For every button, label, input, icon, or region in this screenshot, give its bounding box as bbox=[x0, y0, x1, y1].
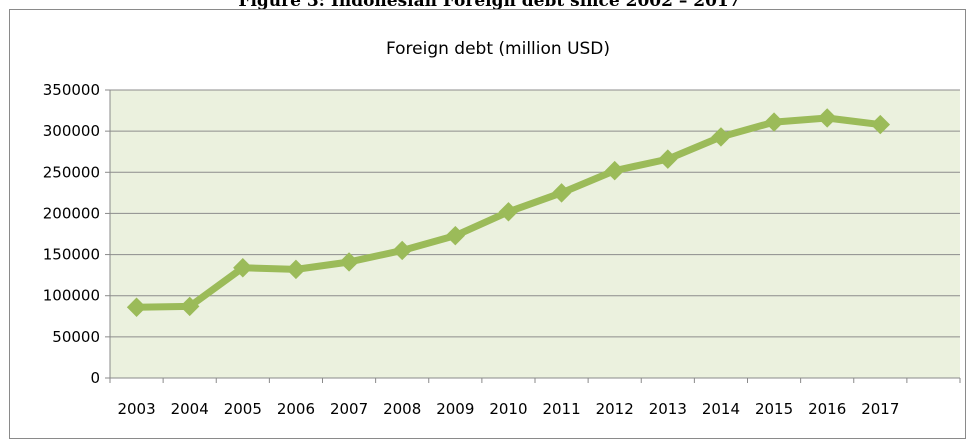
chart-title: Foreign debt (million USD) bbox=[386, 39, 610, 59]
x-tick-label: 2015 bbox=[755, 400, 793, 418]
data-point-marker bbox=[551, 183, 572, 203]
data-point-marker bbox=[870, 114, 891, 135]
x-tick-label: 2016 bbox=[808, 400, 846, 418]
y-tick-label: 200000 bbox=[43, 204, 100, 222]
x-tick-label: 2005 bbox=[224, 400, 262, 418]
line-chart: Foreign debt (million USD) 0 50000 100000 1… bbox=[43, 39, 961, 418]
y-tick-label: 300000 bbox=[43, 122, 100, 140]
plot-area bbox=[110, 90, 960, 378]
y-axis-ticks: 0 50000 100000 150000 200000 250000 300000 3500… bbox=[43, 81, 110, 387]
data-point-marker bbox=[126, 297, 147, 317]
x-tick-label: 2008 bbox=[383, 400, 421, 418]
x-axis-ticks: 2003 2004 2005 2006 2007 2008 2009 2010 2011 2012… bbox=[109, 378, 961, 418]
y-tick-label: 50000 bbox=[52, 328, 100, 346]
data-point-marker bbox=[498, 202, 519, 222]
x-tick-label: 2009 bbox=[436, 400, 474, 418]
data-point-marker bbox=[658, 149, 678, 169]
data-point-marker bbox=[817, 108, 837, 128]
data-point-marker bbox=[445, 225, 466, 246]
figure-caption: Figure 3: Indonesian Foreign debt since … bbox=[238, 0, 741, 11]
x-tick-label: 2003 bbox=[117, 400, 155, 418]
x-tick-label: 2006 bbox=[277, 400, 315, 418]
y-tick-label: 250000 bbox=[43, 163, 100, 181]
data-point-marker bbox=[339, 252, 359, 272]
y-tick-label: 0 bbox=[90, 369, 100, 387]
gridlines bbox=[110, 89, 960, 338]
y-tick-label: 100000 bbox=[43, 287, 100, 305]
x-tick-label: 2013 bbox=[649, 400, 687, 418]
x-tick-label: 2007 bbox=[330, 400, 368, 418]
data-point-marker bbox=[764, 112, 784, 132]
x-tick-label: 2012 bbox=[596, 400, 634, 418]
series-foreign-debt bbox=[126, 108, 891, 317]
x-tick-label: 2017 bbox=[861, 400, 899, 418]
data-point-marker bbox=[604, 160, 625, 181]
x-tick-label: 2014 bbox=[702, 400, 740, 418]
data-point-marker bbox=[392, 240, 412, 261]
y-tick-label: 150000 bbox=[43, 246, 100, 264]
data-point-marker bbox=[286, 259, 306, 280]
x-tick-label: 2010 bbox=[489, 400, 527, 418]
y-tick-label: 350000 bbox=[43, 81, 100, 99]
data-point-marker bbox=[233, 258, 253, 278]
data-point-marker bbox=[179, 296, 200, 317]
x-tick-label: 2004 bbox=[171, 400, 209, 418]
data-point-marker bbox=[711, 127, 731, 147]
x-tick-label: 2011 bbox=[542, 400, 580, 418]
